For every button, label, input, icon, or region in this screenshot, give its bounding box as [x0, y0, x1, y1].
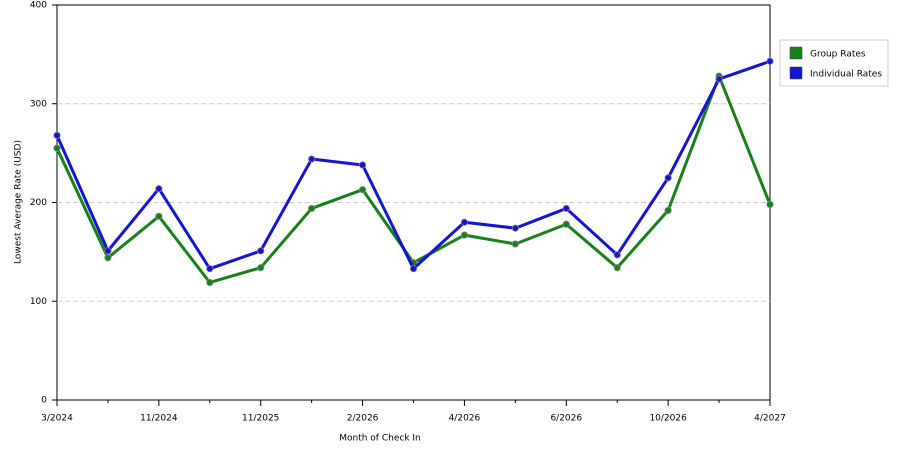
data-point — [460, 231, 469, 239]
data-point — [613, 251, 621, 259]
x-tick-label: 3/2024 — [41, 414, 73, 424]
legend-swatch — [789, 46, 803, 60]
data-point — [766, 200, 774, 209]
data-point — [562, 220, 570, 228]
data-point — [511, 224, 519, 232]
data-point — [358, 161, 367, 169]
data-point — [155, 212, 163, 220]
data-point — [308, 155, 316, 163]
x-axis-label: Month of Check In — [339, 434, 421, 444]
data-point — [257, 247, 265, 255]
y-axis-label: Lowest Average Rate (USD) — [14, 140, 24, 264]
data-point — [613, 264, 621, 272]
y-tick-label: 100 — [30, 297, 47, 307]
data-point — [206, 265, 214, 273]
x-tick-label: 6/2026 — [550, 414, 582, 424]
data-point — [664, 206, 672, 214]
data-point — [155, 185, 163, 193]
y-tick-label: 200 — [30, 198, 47, 208]
data-point — [562, 204, 570, 213]
legend-label: Individual Rates — [810, 70, 882, 80]
data-point — [511, 240, 519, 248]
x-tick-label: 11/2025 — [242, 414, 279, 424]
data-point — [104, 254, 112, 262]
y-tick-label: 0 — [41, 396, 47, 406]
data-point — [308, 204, 316, 213]
data-point — [206, 278, 214, 287]
data-point — [104, 247, 112, 255]
data-point — [460, 218, 469, 226]
legend-swatch — [789, 66, 803, 80]
data-point — [358, 186, 367, 194]
data-point — [766, 57, 774, 65]
legend-label: Group Rates — [810, 50, 866, 60]
data-point — [53, 144, 61, 152]
x-tick-label: 4/2027 — [754, 414, 786, 424]
x-tick-label: 2/2026 — [347, 414, 379, 424]
y-tick-label: 400 — [30, 1, 47, 11]
data-point — [664, 174, 672, 182]
y-tick-label: 300 — [30, 99, 47, 109]
x-tick-label: 10/2026 — [649, 414, 687, 424]
data-point — [53, 131, 61, 139]
data-point — [715, 75, 723, 83]
data-point — [257, 264, 265, 272]
x-tick-label: 11/2024 — [140, 414, 178, 424]
data-point — [409, 265, 418, 273]
x-tick-label: 4/2026 — [449, 414, 481, 424]
